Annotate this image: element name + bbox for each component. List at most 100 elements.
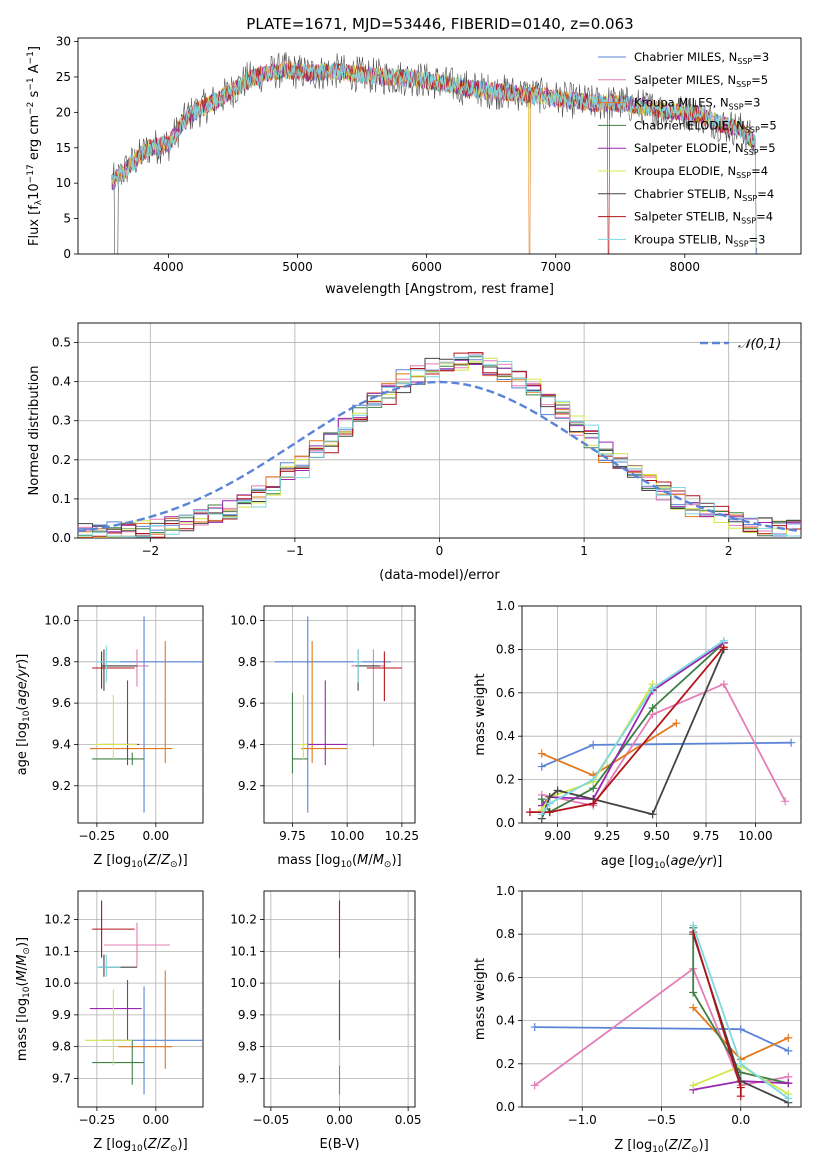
y-tick-label: 0.4 <box>496 1014 515 1028</box>
x-axis-label: E(B-V) <box>319 1137 359 1152</box>
y-axis-label: mass weight <box>473 673 488 755</box>
y-tick-label: 0.4 <box>52 375 71 389</box>
data-point-marker <box>784 1079 793 1088</box>
y-axis-label: Flux [fλ10−17 erg cm−2 s−1 A−1] <box>26 46 44 246</box>
data-point-marker <box>545 808 554 817</box>
x-axis-label: Z [log10(Z/Z⊙)] <box>614 1138 708 1155</box>
histogram-chabrier-stelib <box>78 357 801 537</box>
y-tick-label: 10.2 <box>44 913 71 927</box>
y-tick-label: 9.7 <box>238 1071 257 1085</box>
x-tick-label: −0.25 <box>78 829 115 843</box>
data-point-marker <box>689 1003 698 1012</box>
y-axis-label: mass weight <box>473 958 488 1040</box>
y-tick-label: 9.2 <box>52 779 71 793</box>
data-point-marker <box>672 719 681 728</box>
x-tick-label: 9.75 <box>693 829 720 843</box>
x-tick-label: 0.0 <box>731 1113 750 1127</box>
x-tick-label: 5000 <box>282 260 313 274</box>
y-tick-label: 1.0 <box>496 599 515 613</box>
y-tick-label: 9.2 <box>238 779 257 793</box>
data-point-marker <box>589 740 598 749</box>
y-tick-label: 0 <box>63 247 71 261</box>
x-tick-label: 9.00 <box>544 829 571 843</box>
data-point-marker <box>787 738 796 747</box>
x-tick-label: −0.05 <box>252 1113 289 1127</box>
y-tick-label: 1.0 <box>496 884 515 898</box>
y-tick-label: 20 <box>56 105 71 119</box>
spectrum-line-kroupa-stelib <box>111 62 757 254</box>
weight-line-chabrier-stelib <box>540 649 725 820</box>
normal-curve <box>77 380 802 533</box>
x-axis-label: Z [log10(Z/Z⊙)] <box>93 853 187 870</box>
y-tick-label: 9.4 <box>52 737 71 751</box>
data-point-marker <box>736 1083 745 1092</box>
x-tick-label: 0.00 <box>142 1113 169 1127</box>
y-tick-label: 10.1 <box>230 944 257 958</box>
data-point-marker <box>719 636 728 645</box>
x-tick-label: −2 <box>141 544 159 558</box>
legend-entry: Salpeter ELODIE, NSSP=5 <box>634 141 776 157</box>
data-point-marker <box>530 1081 539 1090</box>
y-tick-label: 9.6 <box>52 696 71 710</box>
data-point-marker <box>589 775 598 784</box>
y-axis-label: mass [log10(M/M⊙)] <box>15 937 32 1061</box>
data-point-marker <box>784 1046 793 1055</box>
y-tick-label: 9.6 <box>238 696 257 710</box>
data-point-marker <box>781 797 790 806</box>
chart-residuals: −2 −1 0 1 2 0.0 0.1 0.2 0.3 0.4 0.5 𝒩(0,1) (data-mod… <box>27 322 802 583</box>
y-tick-label: 0.6 <box>496 686 515 700</box>
weight-line-chabrier-elodie <box>692 927 789 1085</box>
x-tick-label: 0 <box>436 544 444 558</box>
y-tick-label: 9.4 <box>238 737 257 751</box>
y-tick-label: 30 <box>56 35 71 49</box>
y-tick-label: 9.8 <box>52 1040 71 1054</box>
y-tick-label: 0.0 <box>52 531 71 545</box>
y-tick-label: 0.2 <box>52 453 71 467</box>
y-tick-label: 0.5 <box>52 336 71 350</box>
y-tick-label: 0.2 <box>496 1057 515 1071</box>
data-point-marker <box>689 1081 698 1090</box>
y-tick-label: 0.0 <box>496 1100 515 1114</box>
y-tick-label: 9.7 <box>52 1071 71 1085</box>
axes-frame <box>77 605 204 824</box>
y-tick-label: 0.1 <box>52 492 71 506</box>
x-tick-label: 7000 <box>540 260 571 274</box>
x-tick-label: −1.0 <box>568 1113 597 1127</box>
y-tick-label: 10.0 <box>230 976 257 990</box>
chart-age-vs-z: −0.25 0.00 9.2 9.4 9.6 9.8 10.0 Z [log10(Z/Z⊙)]… <box>15 605 204 870</box>
x-tick-label: −0.25 <box>78 1113 115 1127</box>
axes-frame <box>77 37 802 255</box>
data-point-marker <box>525 808 534 817</box>
y-tick-label: 10.2 <box>230 913 257 927</box>
y-tick-label: 0.8 <box>496 927 515 941</box>
legend-entry: Salpeter STELIB, NSSP=4 <box>634 210 773 226</box>
data-point-marker <box>537 749 546 758</box>
x-tick-label: 2 <box>725 544 733 558</box>
x-tick-label: 8000 <box>670 260 701 274</box>
data-point-marker <box>784 1094 793 1103</box>
y-tick-label: 10.0 <box>44 613 71 627</box>
legend-entry: Kroupa ELODIE, NSSP=4 <box>634 164 768 180</box>
y-tick-label: 25 <box>56 70 71 84</box>
data-point-marker <box>784 1033 793 1042</box>
data-point-marker <box>530 1023 539 1032</box>
data-point-marker <box>736 1025 745 1034</box>
axes-frame <box>521 890 802 1108</box>
legend-entry: Kroupa MILES, NSSP=3 <box>634 96 760 112</box>
legend-entry: 𝒩(0,1) <box>738 337 781 352</box>
data-point-marker <box>736 1092 745 1101</box>
x-axis-label: mass [log10(M/M⊙)] <box>277 853 401 870</box>
y-tick-label: 9.8 <box>238 655 257 669</box>
x-tick-label: 1 <box>580 544 588 558</box>
x-tick-label: 4000 <box>153 260 184 274</box>
data-point-marker <box>537 762 546 771</box>
axes-frame <box>263 605 416 824</box>
x-tick-label: 9.75 <box>279 829 306 843</box>
legend-entry: Chabrier STELIB, NSSP=4 <box>634 187 774 203</box>
legend-entry: Salpeter MILES, NSSP=5 <box>634 73 768 89</box>
chart-weight-vs-z: −1.0 −0.5 0.0 0.0 0.2 0.4 0.6 0.8 1.0 Z [log10(Z/… <box>473 884 802 1155</box>
x-tick-label: 9.50 <box>643 829 670 843</box>
y-tick-label: 10.1 <box>44 944 71 958</box>
weight-line-salpeter-stelib <box>529 646 725 813</box>
y-tick-label: 15 <box>56 141 71 155</box>
